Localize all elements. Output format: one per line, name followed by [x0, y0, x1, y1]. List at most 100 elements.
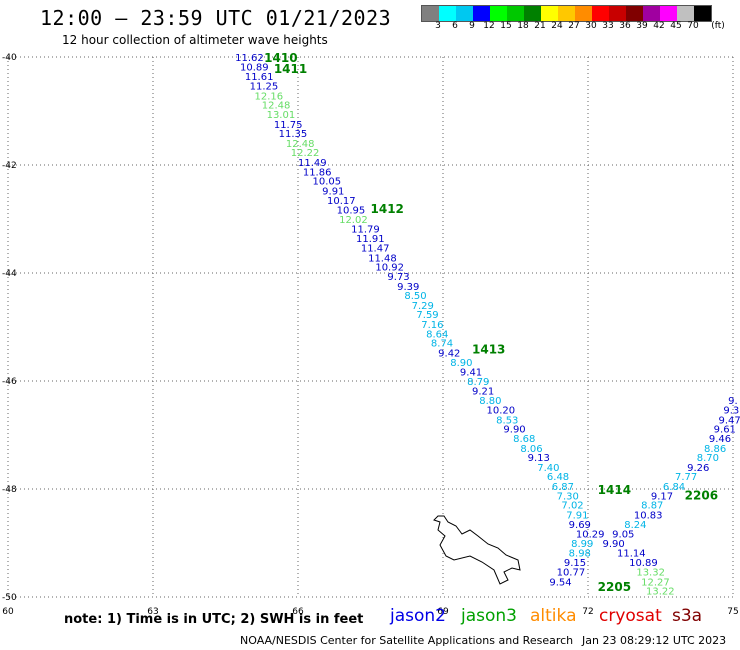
- wave-height-reading: 9.05: [612, 529, 634, 540]
- pass-number-label: 2206: [685, 488, 718, 502]
- wave-height-reading: 7.16: [421, 320, 443, 331]
- wave-height-reading: 9.41: [460, 367, 482, 378]
- scale-label: 3: [435, 21, 441, 31]
- wave-height-reading: 10.92: [375, 263, 404, 274]
- lon-tick-label: 66: [292, 607, 304, 617]
- wave-height-reading: 9.69: [569, 520, 591, 531]
- scale-swatch: [643, 6, 660, 21]
- lat-tick-label: -40: [2, 53, 17, 63]
- pass-number-label: 2205: [598, 580, 631, 594]
- scale-label: 33: [602, 21, 614, 31]
- wave-height-reading: 11.75: [274, 120, 303, 131]
- lon-tick-label: 72: [582, 607, 593, 617]
- wave-height-reading: 11.91: [356, 234, 385, 245]
- wave-height-reading: 13.32: [636, 568, 665, 579]
- satellite-cryosat: cryosat: [599, 606, 662, 626]
- lat-tick-label: -50: [2, 593, 17, 603]
- wave-height-reading: 6.84: [663, 482, 685, 493]
- wave-height-reading: 11.48: [368, 253, 397, 264]
- scale-label: 21: [534, 21, 546, 31]
- wave-height-reading: 10.95: [337, 205, 366, 216]
- scale-label: 12: [483, 21, 495, 31]
- wave-height-reading: 9.90: [503, 425, 525, 436]
- wave-height-reading: 10.89: [240, 63, 269, 74]
- pass-number-label: 1410: [264, 51, 297, 65]
- wave-height-reading: 9.3: [723, 406, 739, 417]
- scale-label: 36: [619, 21, 631, 31]
- scale-label: 42: [653, 21, 665, 31]
- satellite-jason2: jason2: [390, 606, 446, 626]
- wave-height-reading: 12.48: [286, 139, 315, 150]
- satellite-jason3: jason3: [461, 606, 517, 626]
- wave-height-reading: 10.29: [576, 529, 605, 540]
- lat-tick-label: -42: [2, 161, 17, 171]
- wave-height-reading: 8.79: [467, 377, 489, 388]
- scale-swatch: [456, 6, 473, 21]
- scale-swatch: [609, 6, 626, 21]
- scale-label: 70: [687, 21, 699, 31]
- wave-height-reading: 11.62: [235, 53, 264, 64]
- page-subtitle: 12 hour collection of altimeter wave hei…: [62, 33, 328, 47]
- kerguelen-island: [433, 515, 521, 585]
- footer-note: note: 1) Time is in UTC; 2) SWH is in fe…: [64, 612, 364, 627]
- wave-height-reading: 8.24: [624, 520, 646, 531]
- scale-swatch: [592, 6, 609, 21]
- wave-height-reading: 7.40: [537, 463, 559, 474]
- pass-number-label: 1413: [472, 343, 505, 357]
- scale-swatch: [490, 6, 507, 21]
- scale-unit: (ft): [711, 21, 725, 31]
- wave-height-reading: 10.17: [327, 196, 356, 207]
- lon-tick-label: 63: [147, 607, 158, 617]
- wave-height-reading: 13.01: [267, 110, 296, 121]
- wave-height-reading: 11.79: [351, 225, 380, 236]
- wave-height-reading: 8.80: [479, 396, 501, 407]
- wave-height-reading: 12.22: [291, 148, 320, 159]
- wave-height-reading: 9.46: [709, 434, 731, 445]
- satellite-s3a: s3a: [672, 606, 703, 626]
- wave-height-reading: 7.91: [566, 510, 588, 521]
- wave-height-reading: 8.99: [571, 539, 593, 550]
- scale-swatch: [473, 6, 490, 21]
- wave-height-reading: 9.47: [719, 415, 740, 426]
- pass-number-label: 1412: [371, 202, 404, 216]
- wave-height-reading: 6.48: [547, 472, 569, 483]
- scale-swatch: [541, 6, 558, 21]
- wave-height-reading: 9.21: [472, 387, 494, 398]
- scale-label: 30: [585, 21, 597, 31]
- wave-height-reading: 12.02: [339, 215, 368, 226]
- wave-height-reading: 11.25: [250, 82, 279, 93]
- scale-label: 27: [568, 21, 580, 31]
- wave-height-reading: 7.77: [675, 472, 697, 483]
- scale-label: 9: [469, 21, 475, 31]
- wave-height-reading: 10.83: [634, 510, 663, 521]
- scale-label: 18: [517, 21, 529, 31]
- wave-height-reading: 10.89: [629, 558, 658, 569]
- wave-height-reading: 9.17: [651, 491, 673, 502]
- wave-height-reading: 9.26: [687, 463, 709, 474]
- color-scale-bar: [421, 5, 712, 22]
- wave-height-reading: 7.29: [412, 301, 434, 312]
- wave-height-reading: 9.61: [714, 425, 736, 436]
- scale-label: 6: [452, 21, 458, 31]
- scale-swatch: [422, 6, 439, 21]
- scale-swatch: [524, 6, 541, 21]
- lat-tick-label: -44: [2, 269, 17, 279]
- pass-number-label: 1414: [598, 483, 631, 497]
- wave-height-reading: 8.68: [513, 434, 535, 445]
- lon-tick-label: 69: [437, 607, 449, 617]
- wave-height-reading: 9.39: [397, 282, 419, 293]
- pass-number-label: 1411: [274, 62, 307, 76]
- scale-swatch: [677, 6, 694, 21]
- wave-height-reading: 9.42: [438, 348, 460, 359]
- wave-height-reading: 8.87: [641, 501, 663, 512]
- wave-height-reading: 11.47: [361, 244, 390, 255]
- satellite-altika: altika: [530, 606, 577, 626]
- wave-height-reading: 10.20: [487, 406, 516, 417]
- wave-height-reading: 8.86: [704, 444, 726, 455]
- wave-height-reading: 8.64: [426, 329, 448, 340]
- scale-label: 24: [551, 21, 563, 31]
- lat-tick-label: -46: [2, 377, 17, 387]
- wave-height-reading: 9.15: [564, 558, 586, 569]
